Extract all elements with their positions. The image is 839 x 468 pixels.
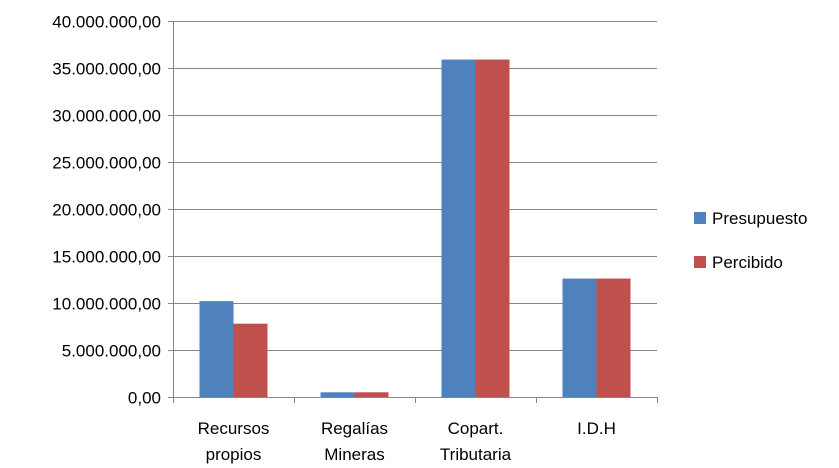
bars [199,59,631,397]
bar-presupuesto-1 [320,392,355,397]
legend-swatch-presupuesto [694,212,706,224]
y-tick-label: 15.000.000,00 [52,248,161,267]
y-tick-label: 25.000.000,00 [52,154,161,173]
y-tick-label: 30.000.000,00 [52,107,161,126]
x-category-label: I.D.H [577,419,616,438]
x-category-label: Recursos [198,419,270,438]
bar-percibido-2 [475,59,510,397]
y-tick-label: 40.000.000,00 [52,13,161,32]
y-tick-label: 35.000.000,00 [52,60,161,79]
legend-swatch-percibido [694,256,706,268]
x-category-label: Regalías [321,419,388,438]
legend: Presupuesto Percibido [694,209,807,272]
x-category-label: propios [206,445,262,464]
y-axis-tick-labels: 0,00 5.000.000,00 10.000.000,00 15.000.000,… [52,13,161,408]
x-category-label: Copart. [448,419,504,438]
y-tick-label: 0,00 [128,389,161,408]
x-category-label: Tributaria [440,445,512,464]
y-tick-label: 20.000.000,00 [52,201,161,220]
bar-percibido-1 [354,392,389,397]
legend-label-presupuesto: Presupuesto [712,209,807,228]
x-category-label: Mineras [324,445,384,464]
bar-presupuesto-3 [562,278,597,397]
axes [168,21,658,403]
y-tick-label: 10.000.000,00 [52,295,161,314]
x-axis-category-labels: Recursos propios Regalías Mineras Copart. Tri… [198,419,616,464]
bar-presupuesto-2 [441,59,476,397]
bar-presupuesto-0 [199,301,234,397]
y-tick-label: 5.000.000,00 [62,342,161,361]
legend-label-percibido: Percibido [712,253,783,272]
bar-percibido-3 [596,278,631,397]
bar-percibido-0 [233,323,268,397]
gridlines [173,21,657,351]
